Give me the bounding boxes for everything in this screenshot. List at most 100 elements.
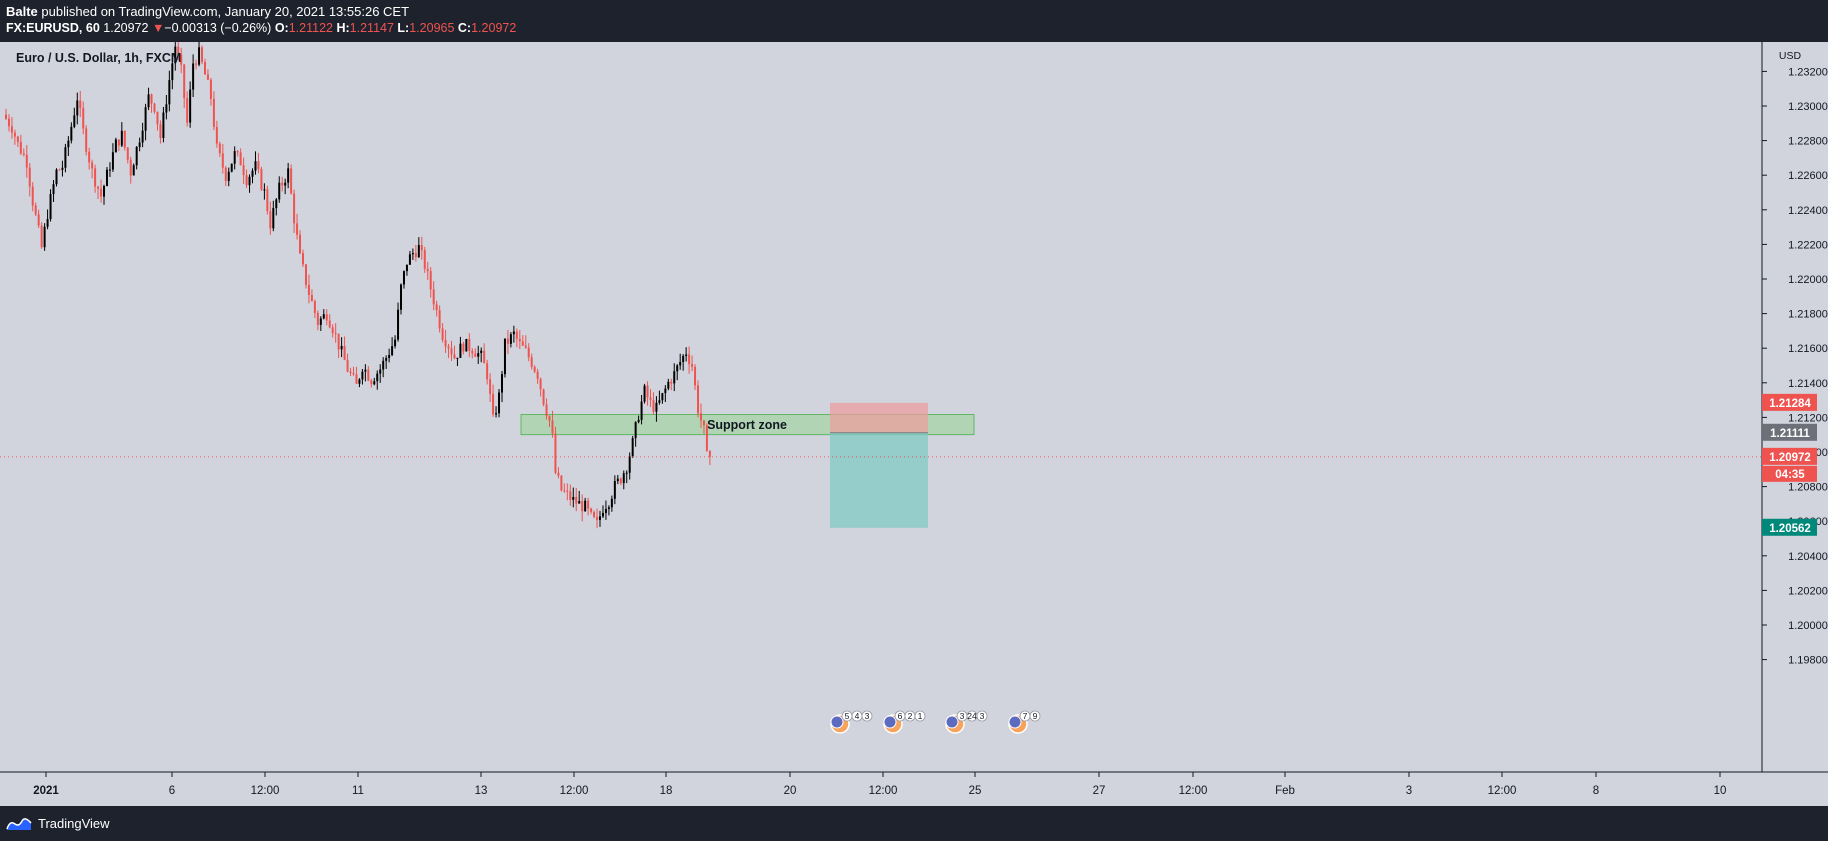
candle-body [352, 372, 355, 375]
candle [459, 336, 462, 358]
author-name[interactable]: Balte [6, 4, 38, 19]
price-labels: 1.21284 1.21111 1.20972 1.20562 04:35 [1762, 393, 1817, 536]
candle-body [688, 354, 691, 365]
candle [539, 377, 542, 397]
x-tick-label: 2021 [33, 785, 59, 797]
candle-body [10, 126, 13, 133]
candle-body [203, 62, 206, 75]
candle-body [515, 331, 518, 339]
y-tick-label: 1.20000 [1788, 620, 1828, 632]
candle-body [25, 154, 28, 168]
price-chart[interactable]: 1.23400 1.23200 1.23000 1.22800 1.22600 1.224… [0, 32, 1828, 806]
candle [587, 497, 590, 516]
take-profit-zone[interactable] [830, 432, 928, 528]
time-axis-background[interactable] [0, 772, 1828, 806]
candle [91, 159, 94, 179]
candle-body [468, 338, 471, 351]
price-label-text: 1.21284 [1769, 398, 1811, 410]
candle [31, 182, 34, 212]
candle-body [492, 393, 495, 415]
tradingview-logo[interactable]: TradingView [6, 816, 110, 831]
stop-loss-zone[interactable] [830, 402, 928, 433]
candle-body [275, 199, 278, 209]
x-tick-label: 18 [660, 785, 673, 797]
candle [302, 249, 304, 267]
candle-body [548, 416, 551, 421]
candle [334, 323, 337, 343]
candle-body [652, 399, 655, 412]
candle [655, 396, 658, 422]
country-flag-icon [1008, 715, 1022, 729]
candle-body [322, 314, 325, 319]
event-badge[interactable]: 3 24 3 [945, 710, 988, 734]
candle-body [165, 104, 168, 113]
candle [227, 167, 230, 187]
close-label: C: [457, 21, 472, 35]
drawings[interactable]: Support zone [520, 402, 975, 528]
candle [495, 406, 498, 418]
candle [560, 475, 563, 492]
candle-body [408, 254, 411, 265]
candle-body [337, 333, 340, 350]
candle [120, 122, 123, 148]
candle-body [370, 380, 373, 385]
candle [165, 95, 168, 120]
candle-body [361, 371, 364, 380]
candle [596, 508, 599, 529]
candle [370, 378, 373, 388]
candle-body [355, 374, 358, 384]
y-tick-label: 1.22600 [1788, 170, 1828, 182]
candle [408, 250, 411, 265]
candle-body [640, 401, 643, 420]
chart-container[interactable]: 1.23400 1.23200 1.23000 1.22800 1.22600 1.224… [0, 32, 1828, 811]
candle [688, 346, 691, 374]
candle [281, 176, 284, 192]
y-tick-label: 1.23000 [1788, 101, 1828, 113]
candle [221, 144, 224, 174]
candle-body [658, 400, 661, 403]
candle-body [682, 355, 685, 362]
candle [676, 364, 679, 381]
candle [64, 143, 67, 173]
candle [658, 390, 661, 405]
candle [290, 164, 293, 195]
support-zone-label: Support zone [707, 418, 787, 432]
candle-body [299, 234, 302, 254]
candle-body [673, 371, 676, 384]
candle [664, 385, 667, 403]
candle [358, 378, 361, 388]
candle-body [120, 130, 123, 146]
candle [352, 366, 355, 376]
candle [313, 299, 316, 318]
candle-body [379, 369, 382, 374]
event-badges[interactable]: 5 4 3 6 2 1 3 24 3 7 9 [830, 710, 1041, 734]
price-label-text: 1.21111 [1770, 428, 1810, 440]
event-count: 3 [960, 711, 965, 721]
x-tick-label: 13 [475, 785, 488, 797]
candle-body [64, 147, 67, 168]
candle-body [625, 472, 628, 474]
candle [299, 230, 302, 255]
candle-body [643, 385, 646, 402]
candle-body [126, 147, 129, 160]
candle [28, 162, 31, 197]
candle-body [183, 64, 186, 99]
candle [643, 383, 646, 404]
candle-body [593, 511, 596, 518]
candle-body [628, 456, 631, 473]
candle-body [58, 169, 61, 171]
candle-body [227, 171, 230, 181]
candle-body [527, 347, 530, 358]
candle-body [16, 136, 19, 142]
candle [260, 166, 263, 191]
candle-body [489, 379, 492, 394]
candle [209, 77, 212, 106]
candle-body [554, 433, 557, 473]
candle [263, 183, 266, 200]
symbol-label[interactable]: FX:EURUSD, 60 [6, 21, 100, 35]
candle-body [382, 360, 385, 370]
candle-body [76, 100, 79, 116]
